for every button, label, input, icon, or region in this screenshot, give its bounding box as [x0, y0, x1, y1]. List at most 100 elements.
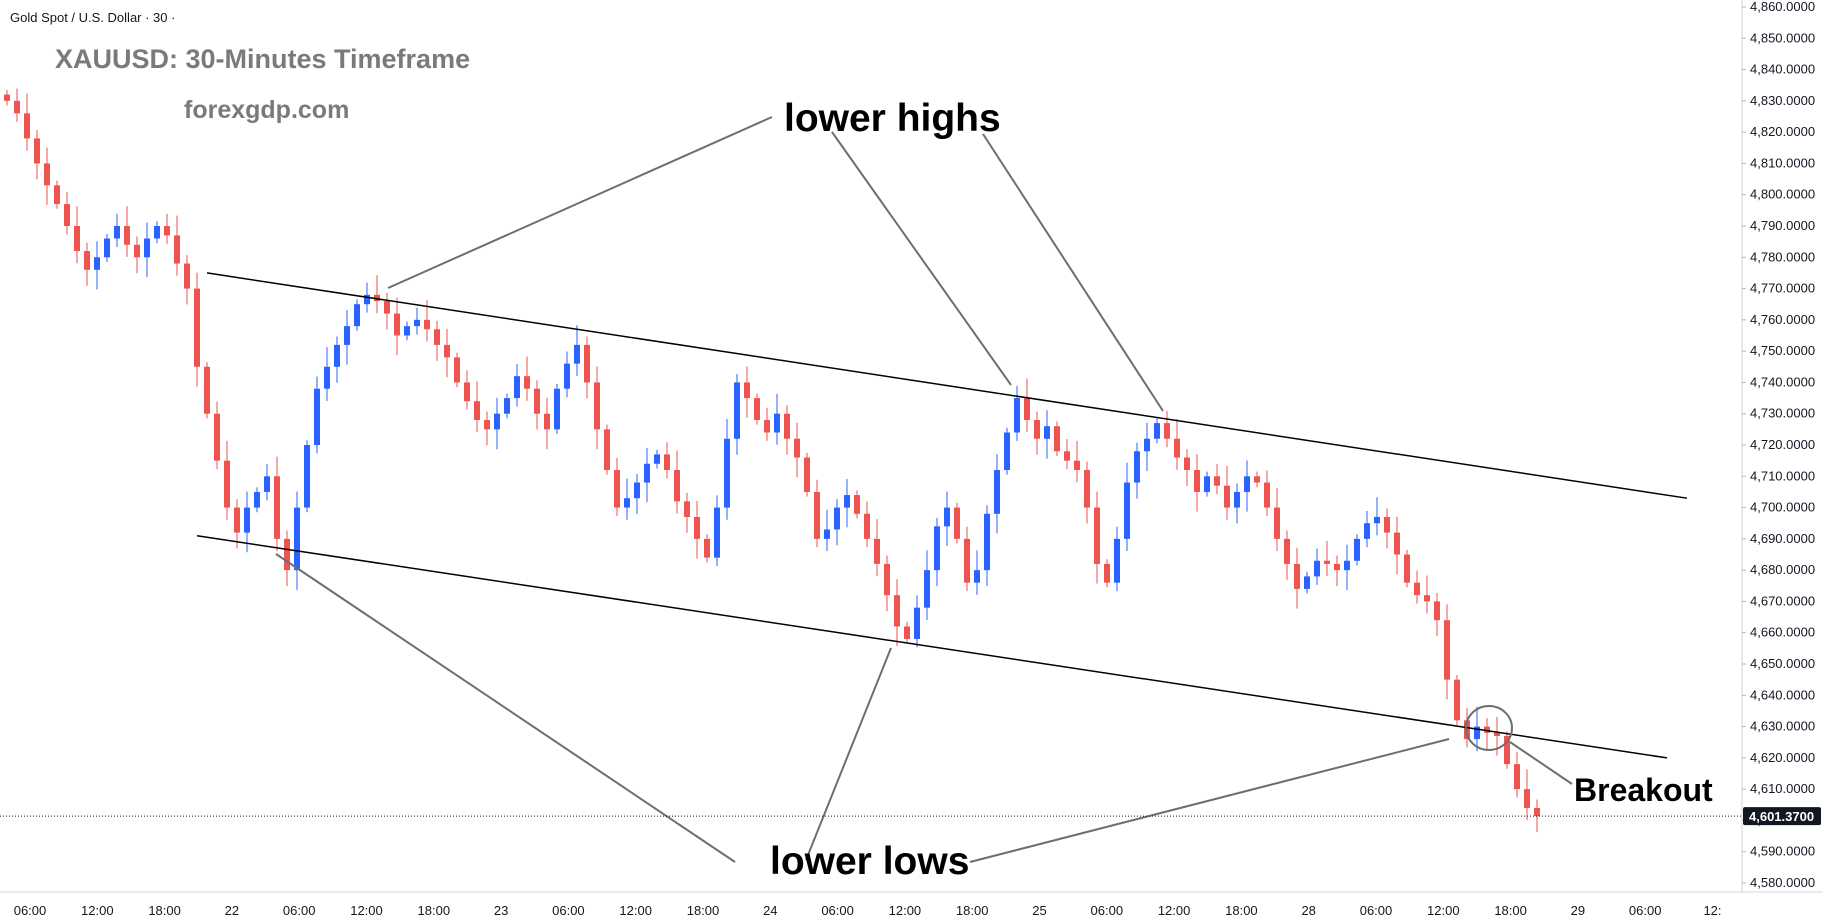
candle-body [1084, 470, 1090, 508]
candle-body [1404, 554, 1410, 583]
time-tick-label: 12:00 [1158, 903, 1191, 918]
candle-body [804, 457, 810, 492]
candle-body [1204, 476, 1210, 492]
lower-highs-label: lower highs [784, 97, 1001, 140]
candle-body [1014, 398, 1020, 433]
annotation-pointers [275, 116, 1573, 863]
time-tick-label: 06:00 [1091, 903, 1124, 918]
candle-body [374, 294, 380, 302]
candle-body [494, 413, 500, 430]
candle-body [764, 419, 770, 433]
time-tick-label: 12:00 [1427, 903, 1460, 918]
candle-body [474, 401, 480, 420]
candle-body [1334, 563, 1340, 571]
price-tick-label: 4,710.0000 [1750, 468, 1815, 483]
candle-body [214, 413, 220, 461]
candle-body [1194, 470, 1200, 492]
pointer-line [831, 131, 1012, 386]
price-tick-label: 4,630.0000 [1750, 719, 1815, 734]
candle-body [414, 319, 420, 327]
price-tick-label: 4,850.0000 [1750, 30, 1815, 45]
price-tick-label: 4,770.0000 [1750, 281, 1815, 296]
candle-body [1444, 620, 1450, 680]
candle-body [854, 495, 860, 514]
candle-body [974, 570, 980, 583]
candle-body [1214, 476, 1220, 486]
time-tick-label: 18:00 [687, 903, 720, 918]
time-tick-label: 06:00 [14, 903, 47, 918]
price-tick-label: 4,780.0000 [1750, 249, 1815, 264]
candle-body [1074, 460, 1080, 471]
time-tick-label: 06:00 [552, 903, 585, 918]
price-tick-label: 4,590.0000 [1750, 844, 1815, 859]
candle-body [134, 244, 140, 258]
candle-body [944, 507, 950, 527]
price-tick-label: 4,660.0000 [1750, 625, 1815, 640]
candle-body [334, 344, 340, 367]
candle-body [1064, 451, 1070, 461]
candle-body [174, 235, 180, 264]
candle-body [224, 460, 230, 508]
candle-body [384, 301, 390, 314]
candle-body [404, 326, 410, 336]
time-tick-label: 28 [1301, 903, 1315, 918]
price-tick-label: 4,750.0000 [1750, 343, 1815, 358]
candle-body [1114, 538, 1120, 583]
candle-body [1184, 457, 1190, 471]
candle-body [4, 94, 10, 101]
price-tick-label: 4,720.0000 [1750, 437, 1815, 452]
time-tick-label: 06:00 [283, 903, 316, 918]
price-tick-label: 4,830.0000 [1750, 93, 1815, 108]
candle-body [624, 498, 630, 508]
candle-body [654, 454, 660, 464]
pointer-line [805, 647, 892, 861]
last-price-label: 4,601.3700 [1749, 809, 1814, 824]
candle-body [584, 344, 590, 383]
time-tick-label: 06:00 [821, 903, 854, 918]
candle-body [444, 344, 450, 358]
candle-body [864, 513, 870, 539]
candle-body [104, 238, 110, 258]
candle-body [1314, 560, 1320, 577]
candle-body [994, 470, 1000, 514]
candle-body [674, 470, 680, 502]
candle-body [794, 438, 800, 458]
price-axis[interactable]: 4,580.00004,590.00004,600.00004,610.0000… [1742, 0, 1815, 890]
candle-body [934, 526, 940, 571]
candle-body [594, 382, 600, 430]
candle-body [614, 470, 620, 508]
candle-body [1244, 476, 1250, 492]
candle-body [1304, 576, 1310, 589]
pointer-line [1509, 741, 1573, 785]
candle-body [1224, 485, 1230, 508]
candle-body [954, 507, 960, 539]
candle-body [1134, 451, 1140, 483]
candle-body [114, 226, 120, 239]
time-axis[interactable]: 06:00 12:00 18:00 22 06:00 12:00 18:00 23 06:00 1… [14, 903, 1722, 918]
candle-body [294, 507, 300, 571]
time-tick-label: 12:00 [619, 903, 652, 918]
time-tick-label: 18:00 [1494, 903, 1527, 918]
candle-body [254, 491, 260, 508]
candle-body [1284, 538, 1290, 564]
candle-body [24, 113, 30, 139]
candle-body [344, 326, 350, 345]
candle-body [304, 445, 310, 508]
candle-body [284, 538, 290, 571]
candle-body [84, 251, 90, 270]
candle-body [1234, 491, 1240, 508]
candle-body [664, 454, 670, 471]
price-tick-label: 4,760.0000 [1750, 312, 1815, 327]
candle-body [754, 398, 760, 420]
price-tick-label: 4,840.0000 [1750, 62, 1815, 77]
candle-body [1514, 764, 1520, 790]
chart-title: XAUUSD: 30-Minutes Timeframe [55, 44, 470, 74]
time-tick-label: 23 [494, 903, 508, 918]
candle-body [1394, 532, 1400, 555]
price-tick-label: 4,800.0000 [1750, 187, 1815, 202]
candle-body [424, 319, 430, 330]
candle-body [504, 398, 510, 414]
site-watermark: forexgdp.com [184, 96, 349, 124]
candle-body [1264, 482, 1270, 508]
